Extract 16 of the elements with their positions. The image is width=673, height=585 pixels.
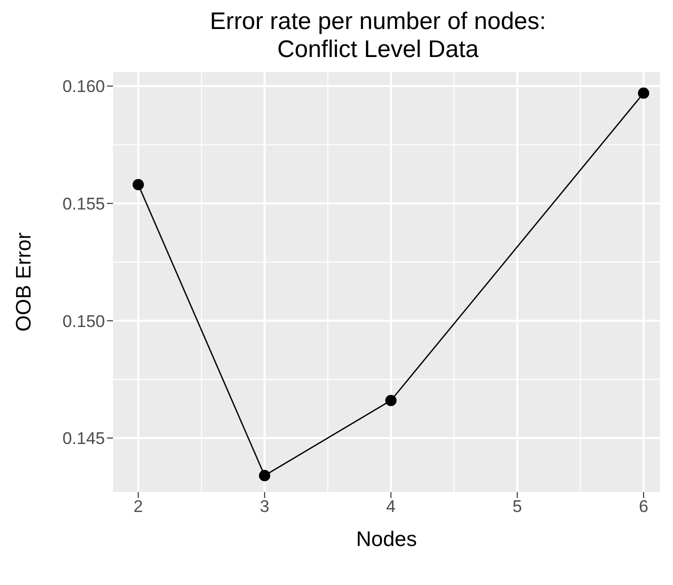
- x-axis-title: Nodes: [356, 528, 417, 551]
- y-tick-label: 0.145: [62, 429, 105, 448]
- y-axis-title: OOB Error: [12, 232, 36, 332]
- point: [638, 87, 650, 99]
- point: [258, 470, 270, 482]
- chart-title: Error rate per number of nodes: Conflict Level Data: [208, 8, 548, 64]
- point: [385, 394, 397, 406]
- x-tick-label: 5: [512, 497, 522, 516]
- x-tick-label: 2: [134, 497, 143, 516]
- x-tick-label: 6: [638, 497, 648, 516]
- x-tick-label: 4: [386, 497, 396, 516]
- point: [132, 178, 144, 190]
- y-tick-label: 0.150: [62, 312, 105, 331]
- y-tick-label: 0.160: [62, 77, 105, 96]
- x-tick-label: 3: [260, 497, 270, 516]
- y-tick-label: 0.155: [62, 194, 105, 214]
